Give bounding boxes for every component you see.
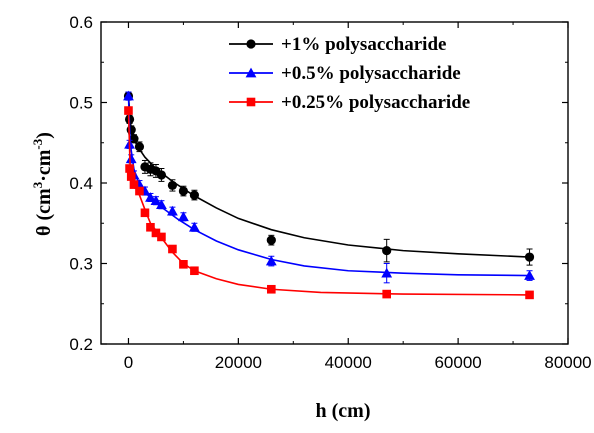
- x-tick-label: 40000: [325, 353, 372, 372]
- y-axis-sup1: 3: [30, 181, 45, 188]
- data-point: [129, 134, 139, 144]
- data-point: [178, 211, 189, 222]
- data-point: [146, 222, 155, 232]
- data-point: [129, 180, 139, 189]
- legend: +1% polysaccharide +0.5% polysaccharide +0…: [229, 34, 470, 113]
- y-tick-label: 0.4: [69, 174, 93, 193]
- data-point: [125, 153, 137, 164]
- data-point: [382, 289, 391, 299]
- data-point: [140, 208, 150, 218]
- data-point: [126, 172, 136, 181]
- y-tick-label: 0.5: [69, 94, 93, 113]
- y-axis-dot: ·cm: [33, 149, 55, 182]
- data-point: [167, 180, 178, 191]
- x-axis-label: h (cm): [316, 400, 371, 422]
- x-tick-label: 0: [124, 353, 133, 372]
- data-point: [145, 192, 156, 202]
- x-tick-label: 20000: [215, 353, 262, 372]
- data-point: [382, 246, 392, 256]
- legend-marker: [246, 97, 256, 107]
- data-point: [525, 290, 534, 300]
- data-point: [189, 190, 199, 200]
- x-tick-label: 60000: [434, 353, 481, 372]
- y-axis-symbol: θ: [33, 225, 55, 235]
- data-point: [178, 186, 189, 196]
- data-point: [151, 228, 161, 238]
- data-point: [524, 252, 535, 262]
- data-point: [524, 270, 535, 280]
- y-tick-label: 0.3: [69, 255, 93, 274]
- legend-marker: [246, 39, 256, 49]
- legend-label: +1% polysaccharide: [281, 34, 446, 55]
- plot-area: 0 20000 40000 60000 80000 0.2 0.3 0.4 0.5 0.6: [69, 13, 591, 372]
- data-point: [125, 164, 134, 173]
- data-point: [267, 284, 276, 294]
- y-tick-label: 0.6: [69, 13, 93, 32]
- data-point: [135, 186, 144, 196]
- data-point: [126, 125, 136, 135]
- data-point: [266, 235, 276, 245]
- y-tick-label: 0.2: [69, 335, 93, 354]
- data-point: [156, 170, 167, 180]
- legend-marker: [245, 67, 257, 78]
- legend-label: +0.5% polysaccharide: [281, 63, 461, 84]
- data-point: [190, 266, 199, 276]
- y-axis-close: ): [33, 132, 55, 139]
- data-point: [168, 244, 177, 254]
- data-point: [381, 267, 393, 278]
- y-axis-title: θ (cm3·cm-3): [30, 132, 55, 236]
- y-axis-open: (cm: [33, 188, 55, 226]
- series-1: [123, 91, 535, 266]
- data-point: [179, 260, 188, 269]
- data-point: [189, 221, 200, 232]
- data-point: [124, 106, 133, 115]
- data-point: [157, 232, 166, 242]
- legend-entry: +0.25% polysaccharide: [229, 92, 470, 113]
- data-point: [150, 195, 162, 206]
- y-axis-label: θ (cm3·cm-3): [30, 132, 55, 236]
- legend-entry: +1% polysaccharide: [229, 34, 446, 55]
- legend-label: +0.25% polysaccharide: [281, 92, 470, 113]
- legend-entry: +0.5% polysaccharide: [229, 63, 461, 84]
- data-point: [123, 90, 134, 101]
- data-point: [156, 199, 167, 210]
- data-point: [167, 205, 178, 216]
- data-point: [134, 142, 145, 152]
- series-3: [124, 106, 534, 300]
- y-axis-sup2: -3: [30, 138, 45, 149]
- x-tick-label: 80000: [544, 353, 591, 372]
- data-point: [265, 255, 277, 266]
